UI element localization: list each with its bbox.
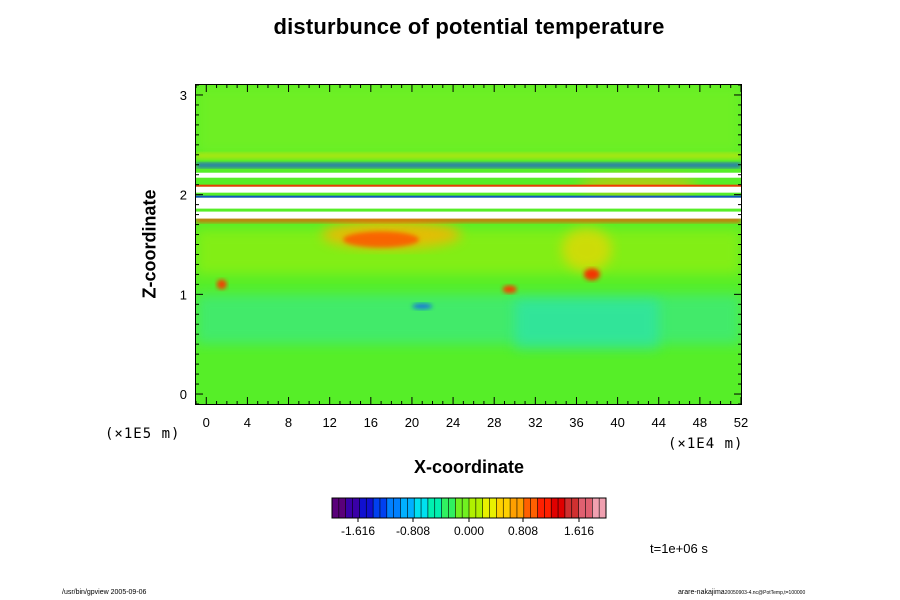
x-tick-label: 24 (446, 415, 460, 430)
colorbar-cell (345, 498, 353, 518)
colorbar-cell (441, 498, 449, 518)
warm-blob (502, 285, 517, 294)
x-tick-label: 28 (487, 415, 501, 430)
colorbar-cell (373, 498, 381, 518)
colorbar-cell (386, 498, 394, 518)
unresolved-band (196, 197, 741, 209)
colorbar-cell (400, 498, 408, 518)
colorbar-cell (482, 498, 490, 518)
heatmap-field (196, 85, 741, 404)
x-axis-unit: (×1E4 m) (668, 436, 744, 452)
colorbar-cell (530, 498, 538, 518)
x-tick-label: 32 (528, 415, 542, 430)
colorbar-cell (469, 498, 477, 518)
x-tick-label: 12 (322, 415, 336, 430)
colorbar-cell (558, 498, 566, 518)
colorbar-cell (434, 498, 442, 518)
x-tick-label: 16 (364, 415, 378, 430)
colorbar-cell (352, 498, 360, 518)
y-tick-label: 1 (180, 287, 187, 302)
cool-band (196, 162, 741, 168)
colorbar-cell (359, 498, 367, 518)
plot-frame (195, 84, 742, 405)
cool-region (196, 294, 741, 345)
colorbar-cell (455, 498, 463, 518)
warm-region (196, 229, 741, 275)
colorbar-tick-label: 0.000 (454, 524, 484, 538)
colorbar-cell (599, 498, 607, 518)
warm-plume (561, 227, 612, 272)
x-tick-label: 8 (285, 415, 292, 430)
cool-region (514, 299, 659, 350)
footer-right: arare-nakajima20050903-4.nc@PotTemp,t=10… (678, 589, 805, 596)
unresolved-band (196, 211, 741, 219)
x-tick-label: 0 (203, 415, 210, 430)
colorbar-tick-label: -1.616 (341, 524, 375, 538)
colorbar-cell (537, 498, 545, 518)
warm-blob (216, 279, 227, 290)
unresolved-band (196, 172, 741, 178)
colorbar-cell (366, 498, 374, 518)
colorbar-cell (496, 498, 504, 518)
colorbar: -1.616 -0.808 0.000 0.808 1.616 (331, 497, 607, 538)
y-axis-unit: (×1E5 m) (105, 426, 181, 442)
colorbar-cell (523, 498, 531, 518)
x-tick-label: 48 (693, 415, 707, 430)
cool-blob (412, 303, 433, 310)
x-tick-label: 4 (244, 415, 251, 430)
colorbar-cell (510, 498, 518, 518)
x-tick-label: 20 (405, 415, 419, 430)
x-tick-label: 36 (569, 415, 583, 430)
colorbar-cell (332, 498, 340, 518)
x-tick-label: 40 (610, 415, 624, 430)
colorbar-cell (421, 498, 429, 518)
y-tick-label: 3 (180, 88, 187, 103)
colorbar-cell (585, 498, 593, 518)
unresolved-band (196, 186, 741, 193)
time-annotation: t=1e+06 s (650, 541, 708, 556)
colorbar-tick-label: 1.616 (564, 524, 594, 538)
colorbar-cell (427, 498, 436, 518)
footer-right-sub: 20050903-4.nc@PotTemp,t=100000 (724, 590, 806, 596)
y-tick-label: 0 (180, 387, 187, 402)
colorbar-cell (489, 498, 497, 518)
upper-layer (196, 85, 741, 155)
warm-line (196, 184, 741, 187)
chart-title: disturbunce of potential temperature (273, 14, 665, 39)
colorbar-cell (564, 498, 573, 518)
x-tick-label: 44 (652, 415, 666, 430)
y-axis-label: Z-coordinate (139, 189, 160, 299)
colorbar-cell (475, 498, 483, 518)
colorbar-cell (592, 498, 600, 518)
colorbar-tick-label: -0.808 (396, 524, 430, 538)
footer-left: /usr/bin/gpview 2005-09-06 (62, 589, 147, 596)
colorbar-cell (503, 498, 511, 518)
warm-plume-core (343, 231, 420, 248)
warm-band (196, 216, 741, 223)
colorbar-tick-label: 0.808 (508, 524, 538, 538)
x-axis-label: X-coordinate (413, 457, 524, 477)
colorbar-cell (571, 498, 579, 518)
colorbar-cell (544, 498, 552, 518)
x-tick-label: 52 (734, 415, 748, 430)
colorbar-cell (338, 498, 346, 518)
warm-band (196, 152, 741, 159)
cool-line (196, 195, 741, 198)
colorbar-cell (578, 498, 586, 518)
colorbar-cell (414, 498, 422, 518)
colorbar-cell (448, 498, 456, 518)
colorbar-cell (393, 498, 401, 518)
warm-blob (583, 268, 600, 281)
colorbar-cell (516, 498, 525, 518)
y-tick-label: 2 (180, 188, 187, 203)
colorbar-cell (379, 498, 388, 518)
footer-right-main: arare-nakajima (678, 589, 725, 596)
colorbar-cell (407, 498, 415, 518)
colorbar-cell (462, 498, 470, 518)
colorbar-cell (551, 498, 559, 518)
